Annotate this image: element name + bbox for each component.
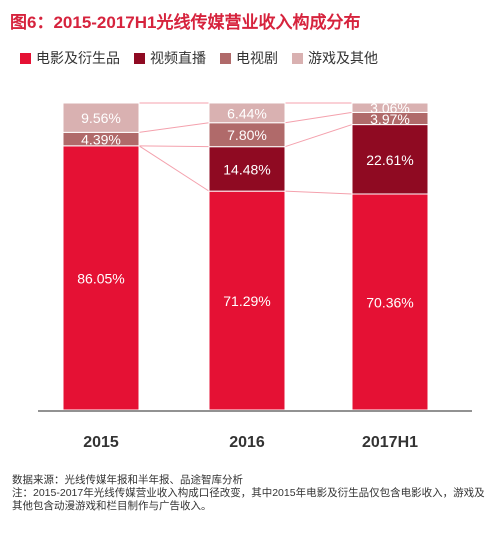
legend-label-tv-drama: 电视剧 [236, 50, 278, 66]
data-labels: 86.05% 4.39% 9.56% 71.29% 14.48% 7.80% 6.44% 70… [77, 100, 413, 310]
data-label-2016-3: 7.80% [227, 127, 267, 143]
legend-label-film: 电影及衍生品 [36, 50, 120, 66]
legend-label-games-other: 游戏及其他 [308, 50, 378, 66]
legend-item-film: 电影及衍生品 [20, 48, 120, 68]
data-label-2017H1-4: 3.06% [370, 100, 410, 116]
data-label-2015-3: 4.39% [81, 132, 121, 148]
data-label-2017H1-1: 70.36% [366, 294, 413, 310]
bar-segment-2016-2 [208, 146, 286, 192]
legend-swatch-games-other [292, 52, 303, 64]
legend-item-tv-drama: 电视剧 [220, 48, 278, 68]
data-label-2015-1: 86.05% [77, 270, 124, 286]
bar-segment-2015-1 [62, 145, 140, 411]
legend-label-video-live: 视频直播 [150, 50, 206, 66]
x-tick-label-2017H1: 2017H1 [362, 434, 418, 451]
data-label-2016-4: 6.44% [227, 105, 267, 121]
stacked-bar-chart: 86.05% 4.39% 9.56% 71.29% 14.48% 7.80% 6.44% 70… [38, 100, 472, 451]
x-tick-label-2015: 2015 [83, 434, 119, 451]
bar-segment-2017H1-1 [351, 193, 429, 411]
data-label-2017H1-3: 3.97% [370, 111, 410, 127]
connector-line-2015-1 [138, 145, 210, 192]
data-label-2017H1-2: 22.61% [366, 152, 413, 168]
chart-title: 图6：2015-2017H1光线传媒营业收入构成分布 [10, 13, 361, 32]
bar-segment-2016-1 [208, 190, 286, 411]
legend-item-games-other: 游戏及其他 [292, 48, 378, 68]
bar-segment-2015-4 [62, 102, 140, 133]
data-label-2015-4: 9.56% [81, 110, 121, 126]
footer: 数据来源：光线传媒年报和半年报、品途智库分析 注：2015-2017年光线传媒营… [12, 474, 487, 513]
legend: 电影及衍生品 视频直播 电视剧 游戏及其他 [20, 48, 490, 68]
bars [62, 102, 429, 411]
connector-lines [138, 102, 353, 195]
bar-segment-2017H1-4 [351, 102, 429, 113]
connector-line-2016-1 [284, 190, 353, 195]
data-label-2016-1: 71.29% [223, 293, 270, 309]
legend-swatch-tv-drama [220, 52, 231, 64]
x-tick-label-2016: 2016 [229, 434, 265, 451]
data-label-2016-2: 14.48% [223, 161, 270, 177]
connector-line-2016-3 [284, 111, 353, 124]
bar-segment-2017H1-2 [351, 124, 429, 195]
legend-swatch-film [20, 52, 31, 64]
source-note: 数据来源：光线传媒年报和半年报、品途智库分析 [12, 474, 243, 486]
methodology-note: 注：2015-2017年光线传媒营业收入构成口径改变，其中2015年电影及衍生品… [12, 487, 485, 512]
legend-swatch-video-live [134, 52, 145, 64]
connector-line-2015-2 [138, 145, 210, 148]
connector-line-2016-2 [284, 124, 353, 148]
connector-line-2015-3 [138, 122, 210, 133]
bar-segment-2016-4 [208, 102, 286, 124]
legend-item-video-live: 视频直播 [134, 48, 206, 68]
